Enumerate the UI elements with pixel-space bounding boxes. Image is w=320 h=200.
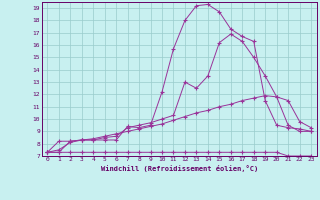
X-axis label: Windchill (Refroidissement éolien,°C): Windchill (Refroidissement éolien,°C) — [100, 165, 258, 172]
